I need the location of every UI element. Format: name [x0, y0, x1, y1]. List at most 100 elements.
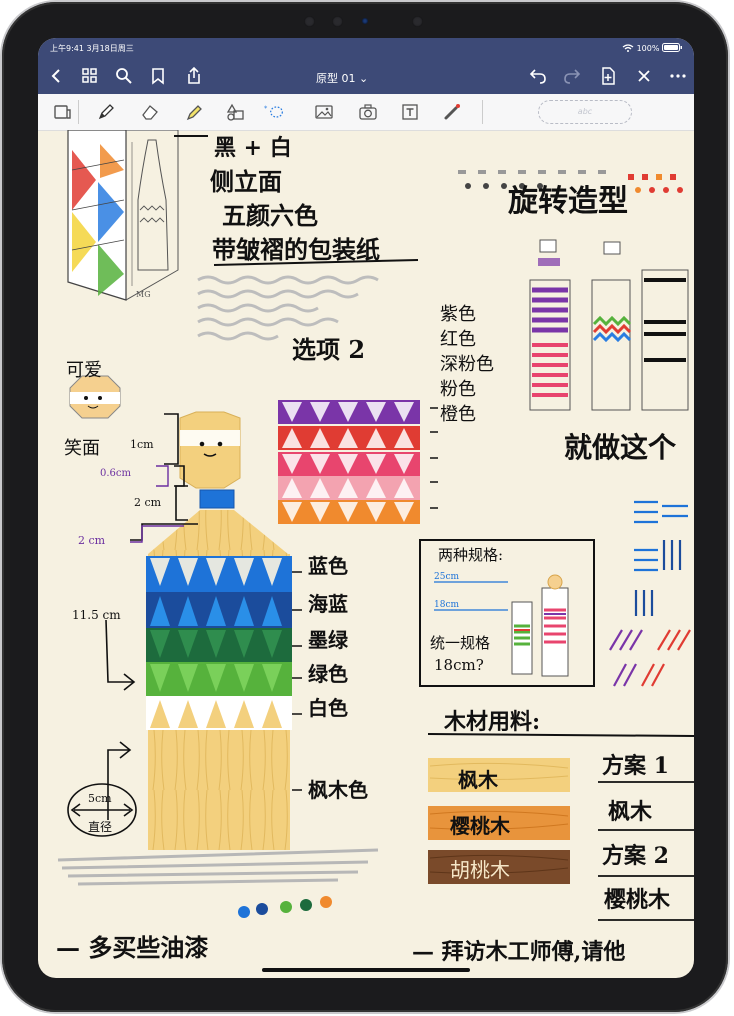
sketch-drawing — [57, 130, 694, 921]
plan2-label: 方案 2 — [602, 843, 669, 869]
spec-unify-line2: 18cm? — [434, 656, 484, 674]
dim-1cm: 1cm — [130, 438, 154, 451]
status-battery: 100% — [622, 43, 682, 53]
lasso-icon[interactable]: * — [264, 102, 284, 122]
plan1-label: 方案 1 — [602, 753, 669, 779]
specs-title: 两种规格: — [438, 546, 504, 564]
close-icon[interactable] — [634, 66, 654, 86]
purple-dimension-lines — [130, 465, 184, 543]
todo-buy-paint: — 多买些油漆 — [56, 933, 209, 962]
note-mg-mark: MG — [136, 290, 151, 299]
sensor-dot — [304, 16, 315, 27]
spec-25cm: 25cm — [434, 572, 460, 582]
camera-bar — [300, 12, 432, 30]
bottle-color-white: 白色 — [308, 696, 348, 720]
note-rotation-shape: 旋转造型 — [508, 184, 628, 219]
note-colorful: 五颜六色 — [222, 201, 318, 230]
grid-icon[interactable] — [80, 66, 100, 86]
bottle-color-navy: 海蓝 — [308, 592, 348, 616]
plan1-value: 枫木 — [608, 799, 653, 825]
triangle-box-sketch — [67, 130, 179, 301]
spec-18cm: 18cm — [434, 600, 460, 610]
home-indicator[interactable] — [262, 968, 470, 972]
note-smile-face: 笑面 — [64, 438, 100, 459]
status-bar: 上午9:41 3月18日周三 100% — [38, 38, 694, 58]
laser-pointer-icon[interactable] — [442, 102, 462, 122]
add-page-icon[interactable] — [598, 66, 618, 86]
note-black-white: 黑 + 白 — [214, 135, 292, 161]
note-wrinkled-paper: 带皱褶的包装纸 — [212, 235, 380, 264]
wood-cherry: 樱桃木 — [450, 814, 510, 838]
color-dots-row — [458, 170, 683, 193]
bookmark-icon[interactable] — [148, 66, 168, 86]
wavy-paper-lines — [197, 275, 379, 341]
option2-color-red: 红色 — [440, 329, 476, 350]
rotation-bottles-sketch — [529, 239, 689, 411]
bottle-color-dark-green: 墨绿 — [308, 628, 348, 652]
pen-icon[interactable] — [96, 102, 116, 122]
note-option2: 选项 2 — [292, 335, 366, 364]
dim-0-6cm: 0.6cm — [100, 468, 131, 479]
diameter-label: 直径 — [88, 820, 113, 834]
wood-walnut: 胡桃木 — [450, 858, 510, 882]
option2-pennant-bands — [278, 400, 420, 524]
todo-scrap-wood: 枫木和樱桃木的边角 — [434, 976, 632, 978]
dim-2cm-neck: 2 cm — [134, 496, 162, 509]
bottle-color-bands — [146, 556, 292, 730]
more-icon[interactable] — [668, 66, 688, 86]
note-side-view: 侧立面 — [210, 167, 282, 196]
option2-color-deep-pink: 深粉色 — [440, 354, 494, 375]
highlighter-icon[interactable] — [184, 102, 204, 122]
undo-icon[interactable] — [528, 66, 548, 86]
todo-visit-carpenter: — 拜访木工师傅,请他 — [412, 939, 626, 965]
status-time-date: 上午9:41 3月18日周三 — [50, 44, 134, 53]
sensor-dot — [412, 16, 423, 27]
plan2-value: 樱桃木 — [604, 887, 671, 913]
nav-bar: 原型 01 ⌄ — [38, 58, 694, 94]
camera-lens — [362, 18, 368, 24]
todo-sandpaper: — 再来些 110 + 220 砂纸 — [56, 974, 337, 978]
bottle-color-blue: 蓝色 — [308, 554, 348, 578]
underline — [427, 733, 694, 737]
cute-face-sketch — [69, 375, 121, 419]
option2-color-pink: 粉色 — [440, 379, 476, 400]
text-box-icon[interactable] — [400, 102, 420, 122]
option2-color-orange: 橙色 — [440, 404, 476, 425]
screen: 上午9:41 3月18日周三 100% 原型 01 ⌄ — [38, 38, 694, 978]
bottle-color-maple: 枫木色 — [308, 778, 368, 802]
wood-maple: 枫木 — [458, 768, 498, 792]
tool-bar: * abc — [38, 94, 694, 131]
wood-swatches — [428, 758, 570, 884]
dim-11-5cm: 11.5 cm — [72, 608, 121, 622]
battery-percent: 100% — [636, 44, 660, 53]
image-icon[interactable] — [314, 102, 334, 122]
document-title[interactable]: 原型 01 ⌄ — [316, 72, 369, 85]
wood-materials-title: 木材用料: — [444, 709, 541, 735]
bottle-color-green: 绿色 — [308, 662, 348, 686]
svg-text:*: * — [264, 104, 268, 112]
scribble-input[interactable]: abc — [538, 100, 632, 124]
camera-icon[interactable] — [358, 102, 378, 122]
dimension-lines — [67, 407, 438, 837]
battery-icon — [662, 43, 682, 52]
dim-2cm-shoulder: 2 cm — [78, 534, 106, 547]
eraser-icon[interactable] — [140, 102, 160, 122]
redo-icon[interactable] — [562, 66, 582, 86]
hatch-samples — [609, 500, 691, 687]
back-chevron-icon[interactable] — [46, 66, 66, 86]
search-icon[interactable] — [114, 66, 134, 86]
toolbar-divider — [482, 100, 483, 124]
shapes-icon[interactable] — [226, 102, 246, 122]
diameter-value: 5cm — [88, 792, 112, 805]
paint-color-dots — [238, 896, 332, 918]
toolbar-divider — [78, 100, 79, 124]
share-icon[interactable] — [184, 66, 204, 86]
note-canvas[interactable]: 黑 + 白 侧立面 五颜六色 带皱褶的包装纸 旋转造型 MG 选项 2 紫色 红… — [38, 130, 694, 978]
underline — [213, 259, 419, 266]
bottle-shadow — [57, 848, 379, 886]
read-mode-icon[interactable] — [52, 102, 72, 122]
wifi-icon — [622, 44, 634, 52]
sensor-dot — [332, 16, 343, 27]
plan-lines — [598, 781, 694, 921]
